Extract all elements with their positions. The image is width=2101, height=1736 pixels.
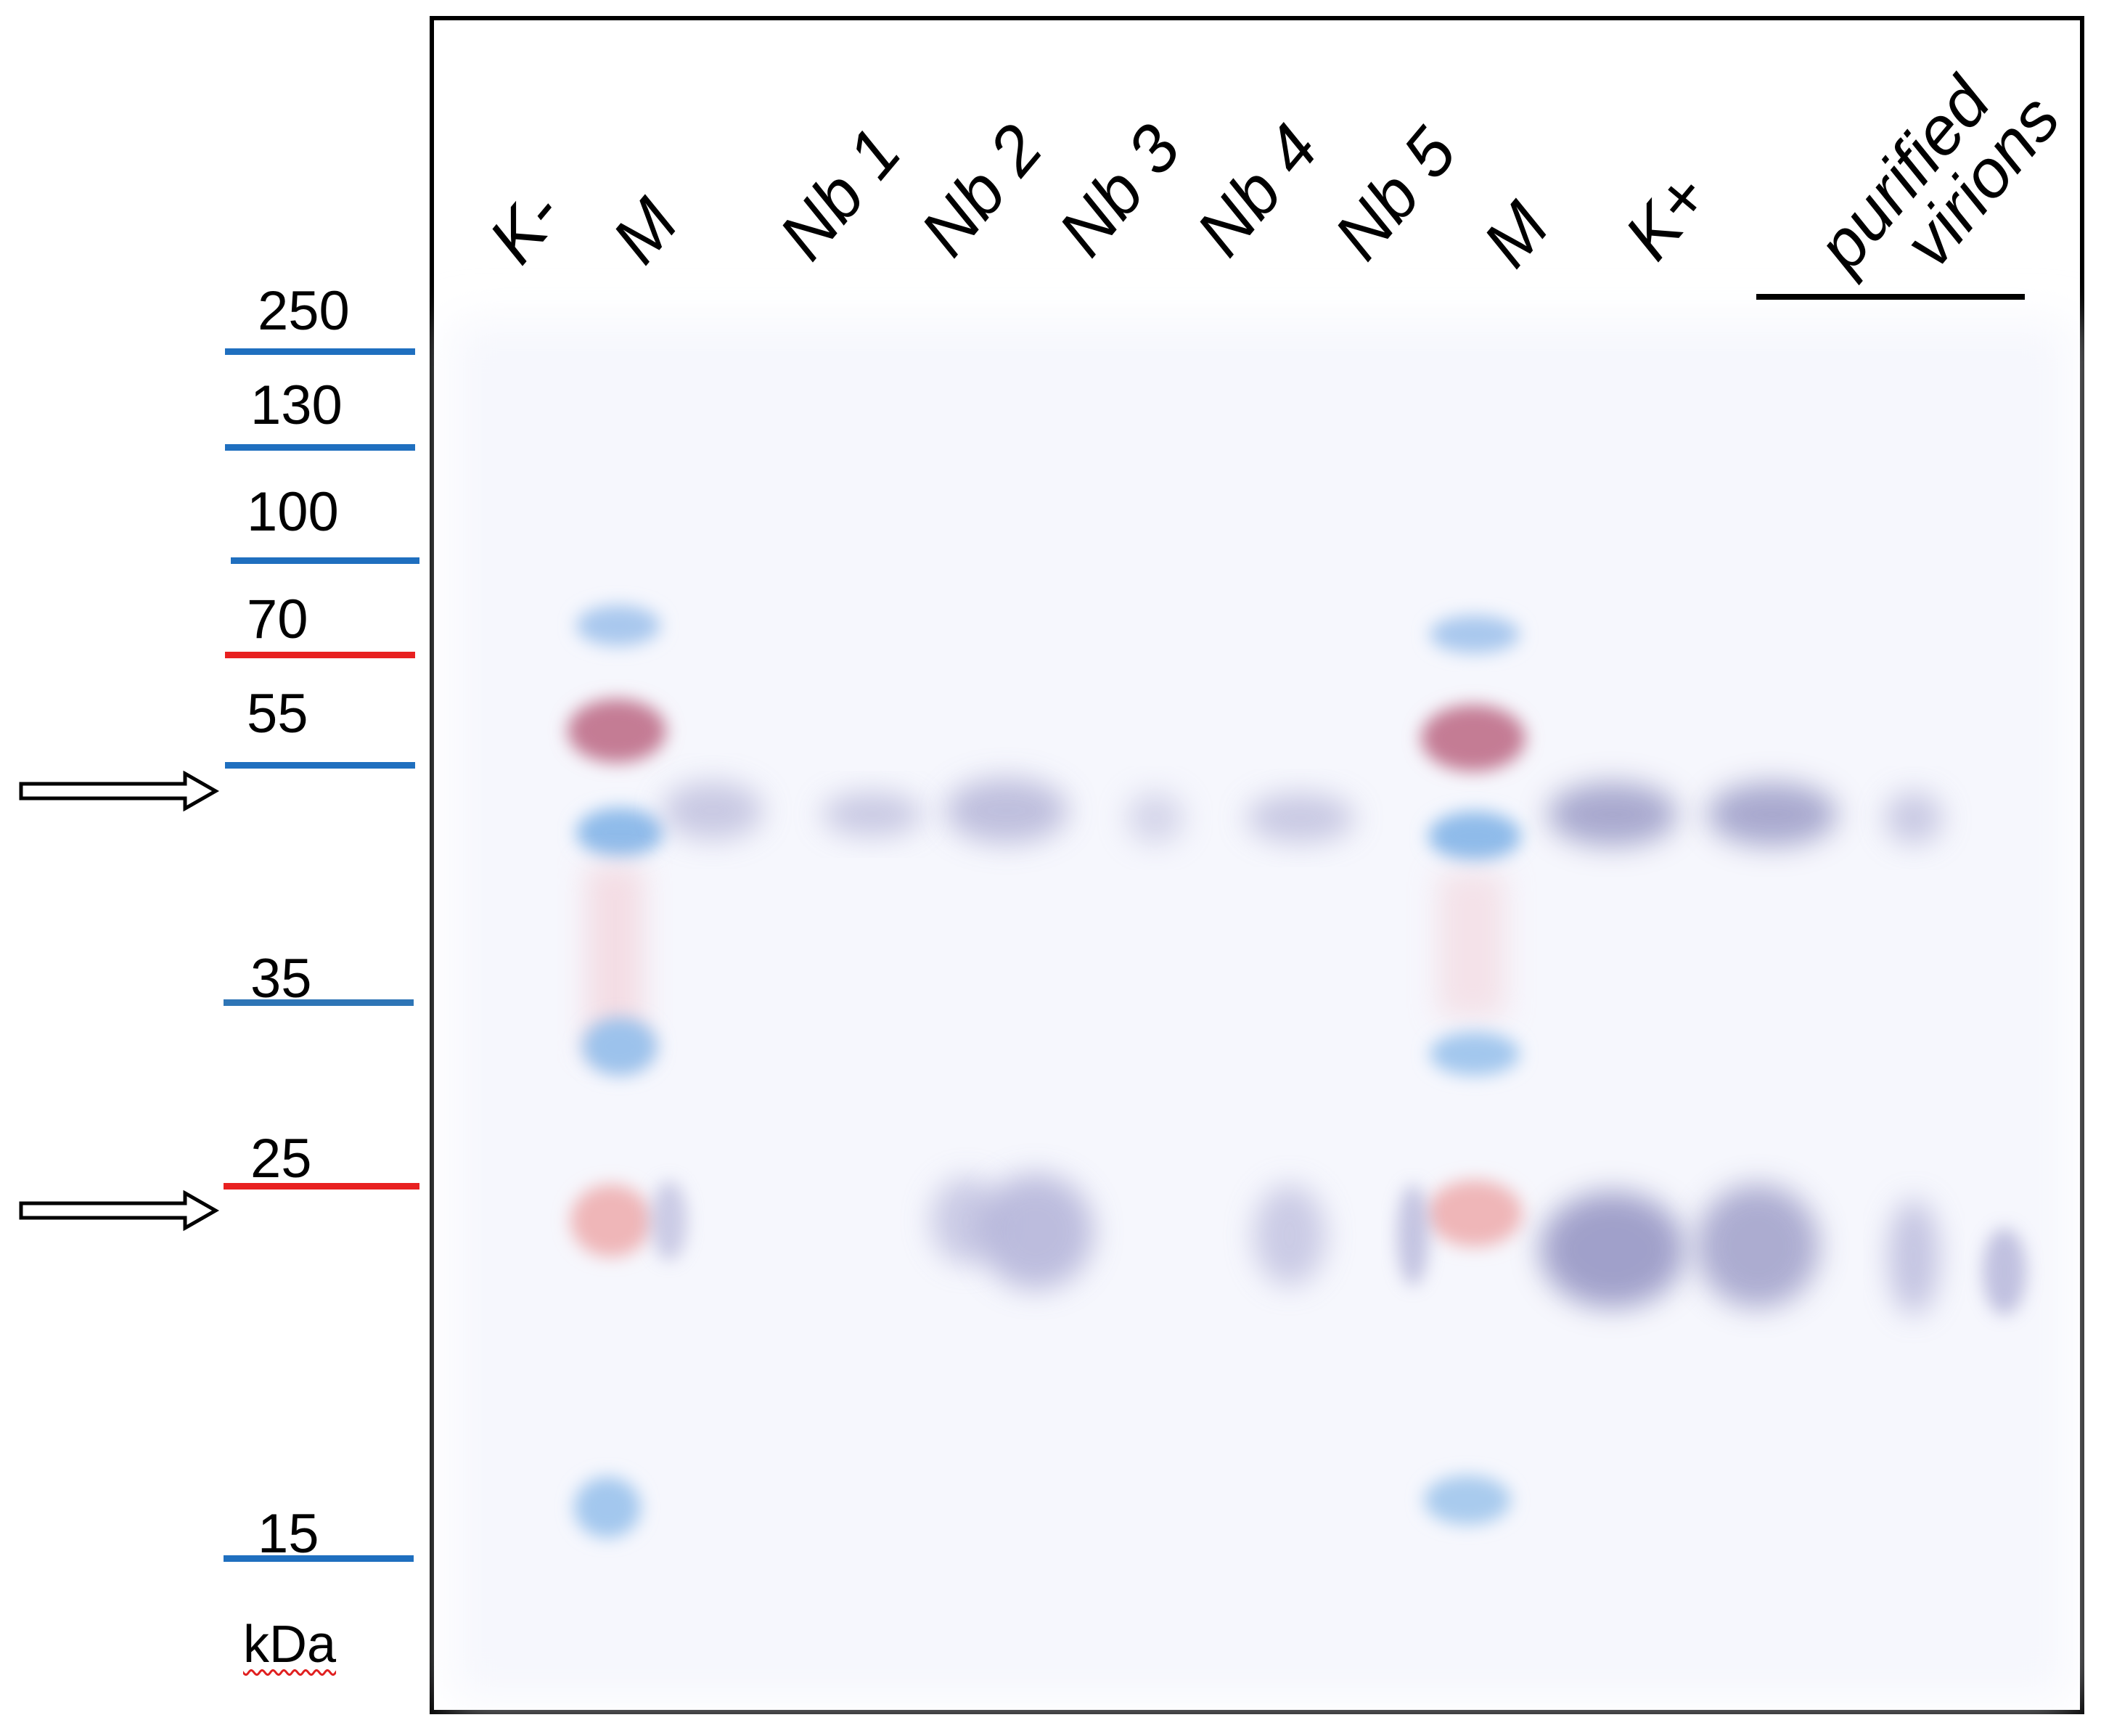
ladder-band-30 — [1430, 1032, 1520, 1076]
ladder-smear-red — [1438, 872, 1505, 1018]
unit-label-kda: kDa — [243, 1616, 337, 1674]
marker-label-70: 70 — [247, 589, 308, 650]
ladder-band-15 — [574, 1477, 641, 1538]
marker-label-55: 55 — [247, 683, 308, 745]
marker-line-25 — [224, 1183, 419, 1190]
marker-line-100 — [231, 557, 419, 564]
marker-label-25: 25 — [250, 1128, 312, 1190]
marker-line-130 — [225, 444, 415, 451]
marker-line-55 — [225, 762, 415, 769]
membrane-area — [451, 321, 2070, 1700]
ladder-band-48 — [576, 808, 663, 857]
marker-line-250 — [225, 348, 415, 355]
ladder-band-55 — [1421, 705, 1525, 771]
ladder-band-55 — [568, 699, 666, 763]
marker-label-250: 250 — [258, 280, 350, 342]
arrow-icon — [19, 1190, 220, 1232]
ladder-band-25 — [1427, 1180, 1523, 1247]
blot-membrane — [430, 16, 2084, 1714]
ladder-band-25 — [570, 1184, 652, 1257]
marker-label-35: 35 — [250, 948, 312, 1010]
bands-25kda — [651, 1174, 2026, 1315]
ladder-band-15 — [1424, 1475, 1511, 1525]
arrow-icon — [19, 770, 220, 812]
ladder-lane-2 — [1421, 615, 1525, 1525]
marker-line-15 — [224, 1555, 414, 1562]
ladder-lane-1 — [568, 605, 666, 1538]
group-bracket-line — [1756, 294, 2025, 300]
marker-label-130: 130 — [250, 374, 343, 436]
ladder-band-48 — [1428, 811, 1521, 861]
ladder-band-70 — [1430, 615, 1520, 653]
ladder-band-30 — [582, 1018, 658, 1076]
bands-50kda — [662, 778, 1943, 846]
marker-line-35 — [224, 999, 414, 1006]
marker-label-100: 100 — [247, 481, 339, 543]
marker-line-70 — [225, 652, 415, 658]
ladder-band-70 — [576, 605, 660, 646]
marker-label-15: 15 — [258, 1503, 319, 1565]
